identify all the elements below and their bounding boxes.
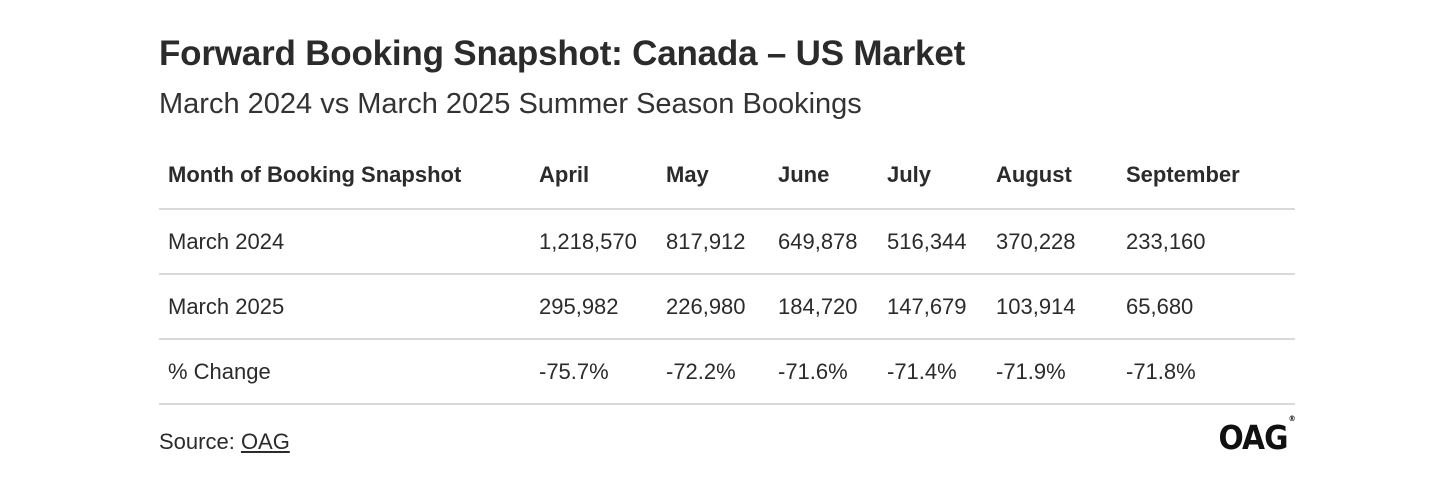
header-june: June [769, 142, 878, 210]
header-july: July [878, 142, 987, 210]
table-cell: -72.2% [657, 339, 769, 405]
header-april: April [530, 142, 657, 210]
header-september: September [1117, 142, 1295, 210]
table-cell: -71.4% [878, 339, 987, 405]
table-cell: -71.9% [987, 339, 1117, 405]
table-cell: 649,878 [769, 209, 878, 275]
oag-logo: OAG® [1218, 414, 1296, 457]
source-note: Source: OAG [159, 429, 290, 455]
header-may: May [657, 142, 769, 210]
table-cell: 147,679 [878, 274, 987, 340]
table-cell: 1,218,570 [530, 209, 657, 275]
table-cell: 226,980 [657, 274, 769, 340]
table-cell: 370,228 [987, 209, 1117, 275]
table-row-percent-change: % Change -75.7% -72.2% -71.6% -71.4% -71… [159, 339, 1295, 405]
source-link-oag[interactable]: OAG [240, 429, 290, 454]
table-cell: 65,680 [1117, 274, 1295, 340]
row-label: March 2024 [159, 209, 530, 275]
table-header-row: Month of Booking Snapshot April May June… [159, 142, 1295, 210]
table-cell: 233,160 [1117, 209, 1295, 275]
table-cell: 817,912 [657, 209, 769, 275]
row-label: March 2025 [159, 274, 530, 340]
chart-subtitle: March 2024 vs March 2025 Summer Season B… [159, 88, 862, 120]
chart-card: Forward Booking Snapshot: Canada – US Ma… [159, 0, 1296, 477]
table-row-march-2024: March 2024 1,218,570 817,912 649,878 516… [159, 209, 1295, 275]
table-cell: 103,914 [987, 274, 1117, 340]
table-cell: 184,720 [769, 274, 878, 340]
header-august: August [987, 142, 1117, 210]
chart-title: Forward Booking Snapshot: Canada – US Ma… [159, 34, 966, 73]
table-cell: 295,982 [530, 274, 657, 340]
source-label: Source: [159, 429, 241, 454]
row-label: % Change [159, 339, 530, 405]
registered-mark: ® [1288, 414, 1296, 423]
table-row-march-2025: March 2025 295,982 226,980 184,720 147,6… [159, 274, 1295, 340]
table-cell: -71.8% [1117, 339, 1295, 405]
table-cell: -71.6% [769, 339, 878, 405]
header-month-of-booking-snapshot: Month of Booking Snapshot [159, 142, 530, 210]
table-cell: 516,344 [878, 209, 987, 275]
table-cell: -75.7% [530, 339, 657, 405]
booking-table: Month of Booking Snapshot April May June… [159, 142, 1295, 405]
oag-logo-text: OAG [1218, 418, 1289, 457]
